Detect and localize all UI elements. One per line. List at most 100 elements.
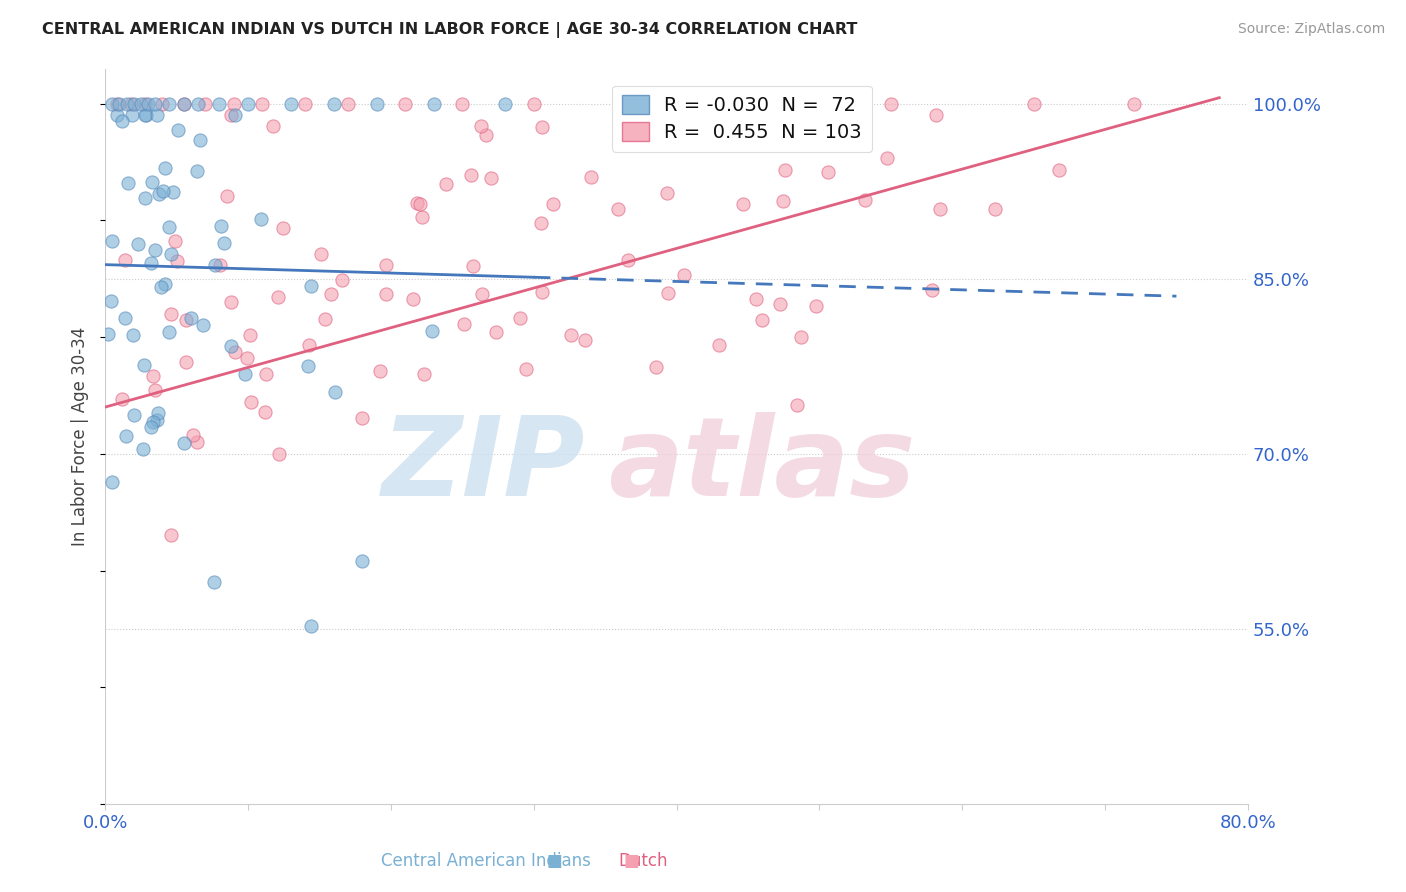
Point: [366, 96, 388, 111]
Text: Source: ZipAtlas.com: Source: ZipAtlas.com: [1237, 22, 1385, 37]
Point: [141, 175, 163, 189]
Point: [101, 96, 124, 111]
Point: [299, 278, 322, 293]
Point: [463, 259, 485, 273]
Point: [394, 96, 416, 111]
Point: [574, 333, 596, 347]
Point: [143, 96, 166, 111]
Point: [479, 170, 502, 185]
Point: [523, 96, 546, 111]
Point: [97, 327, 120, 342]
Point: [323, 384, 346, 399]
Point: [267, 290, 290, 304]
Point: [773, 163, 796, 178]
Point: [330, 272, 353, 286]
Point: [254, 405, 277, 419]
Point: [709, 96, 731, 111]
Point: [157, 325, 180, 339]
Point: [224, 108, 246, 122]
Point: [1122, 96, 1144, 111]
Point: [202, 574, 225, 589]
Point: [134, 108, 156, 122]
Point: [117, 176, 139, 190]
Point: [352, 410, 374, 425]
Point: [120, 96, 142, 111]
Text: ■: ■: [624, 852, 640, 870]
Point: [204, 259, 226, 273]
Point: [786, 398, 808, 412]
Point: [131, 442, 153, 456]
Point: [139, 420, 162, 434]
Point: [186, 435, 208, 450]
Point: [406, 196, 429, 211]
Point: [474, 128, 496, 142]
Point: [531, 120, 554, 135]
Point: [224, 345, 246, 359]
Point: [707, 337, 730, 351]
Point: [124, 408, 146, 422]
Point: [129, 96, 152, 111]
Point: [219, 295, 242, 310]
Point: [672, 268, 695, 282]
Point: [127, 237, 149, 252]
Point: [655, 186, 678, 201]
Point: [115, 96, 138, 111]
Point: [173, 96, 195, 111]
Point: [644, 360, 666, 375]
Point: [453, 318, 475, 332]
Point: [146, 108, 169, 122]
Text: Dutch: Dutch: [619, 852, 668, 870]
Point: [159, 307, 181, 321]
Point: [921, 284, 943, 298]
Point: [515, 362, 537, 376]
Point: [733, 197, 755, 211]
Point: [1022, 96, 1045, 111]
Point: [233, 368, 256, 382]
Point: [579, 169, 602, 184]
Point: [853, 193, 876, 207]
Point: [114, 429, 136, 443]
Point: [134, 359, 156, 373]
Point: [412, 368, 434, 382]
Point: [188, 133, 211, 147]
Point: [194, 96, 217, 111]
Point: [174, 313, 197, 327]
Point: [143, 383, 166, 397]
Point: [186, 164, 208, 178]
Point: [157, 219, 180, 234]
Point: [100, 294, 122, 309]
Point: [160, 528, 183, 542]
Point: [149, 279, 172, 293]
Point: [734, 108, 756, 122]
Point: [402, 293, 425, 307]
Point: [142, 415, 165, 429]
Point: [221, 108, 243, 122]
Point: [162, 185, 184, 199]
Point: [208, 96, 231, 111]
Point: [100, 475, 122, 490]
Point: [314, 312, 336, 326]
Point: [146, 412, 169, 426]
Point: [136, 96, 159, 111]
Point: [470, 120, 492, 134]
Point: [139, 256, 162, 270]
Point: [817, 165, 839, 179]
Point: [159, 96, 181, 111]
Point: [143, 243, 166, 257]
Point: [166, 254, 188, 268]
Text: Central American Indians: Central American Indians: [381, 852, 591, 870]
Point: [485, 325, 508, 339]
Point: [209, 258, 232, 272]
Point: [352, 554, 374, 568]
Point: [876, 152, 898, 166]
Point: [319, 286, 342, 301]
Point: [191, 318, 214, 332]
Point: [236, 351, 259, 366]
Point: [541, 197, 564, 211]
Point: [616, 253, 638, 268]
Point: [530, 285, 553, 300]
Point: [434, 178, 457, 192]
Point: [180, 311, 202, 326]
Point: [768, 297, 790, 311]
Point: [105, 96, 128, 111]
